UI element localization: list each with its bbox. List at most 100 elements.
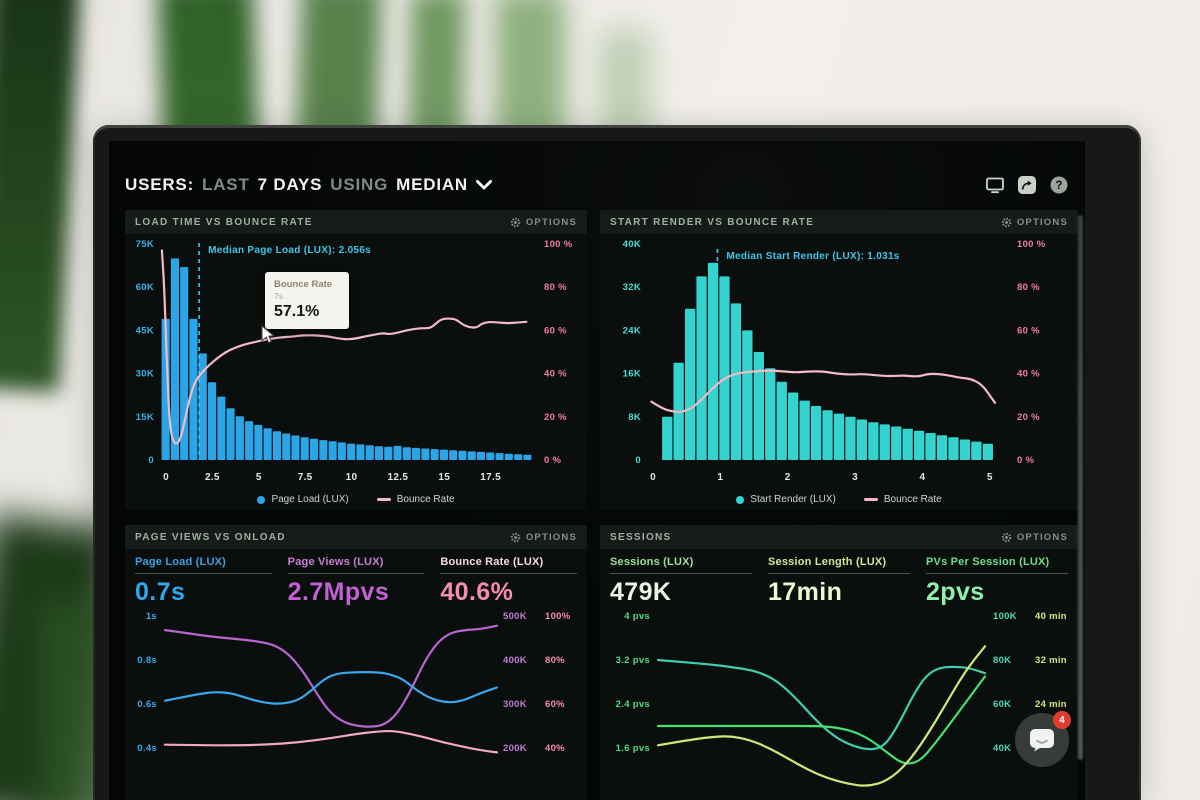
svg-text:12.5: 12.5 (388, 472, 409, 483)
chart-legend: Page Load (LUX) Bounce Rate (125, 494, 587, 505)
share-icon[interactable] (1017, 175, 1037, 195)
panel-start-render-vs-bounce-rate: START RENDER VS BOUNCE RATE OPTIONS 40K 3… (600, 210, 1078, 510)
panel-header: SESSIONS OPTIONS (600, 525, 1078, 549)
svg-text:30K: 30K (136, 369, 154, 380)
metric-divider (610, 573, 752, 574)
chevron-down-icon (476, 180, 492, 190)
svg-text:2.5: 2.5 (205, 472, 220, 483)
mouse-cursor-icon (261, 325, 275, 344)
panel-header: LOAD TIME VS BOUNCE RATE OPTIONS (125, 210, 587, 234)
metric-label: Page Load (LUX) (135, 556, 227, 568)
panel-page-views-vs-onload: PAGE VIEWS VS ONLOAD OPTIONS Page Load (… (125, 525, 587, 800)
legend-dot (257, 495, 266, 504)
legend-bounce-rate[interactable]: Bounce Rate (863, 494, 942, 505)
svg-text:75K: 75K (136, 239, 154, 250)
metric-session-length: Session Length (LUX) 17min (768, 556, 910, 607)
metric-value: 2.7Mpvs (287, 578, 390, 606)
metric-value: 0.7s (135, 578, 186, 606)
svg-text:40 %: 40 % (544, 369, 567, 380)
timeframe-dropdown[interactable]: USERS: LAST 7 DAYS USING MEDIAN (125, 175, 492, 195)
svg-text:?: ? (1055, 180, 1062, 192)
chat-launcher[interactable]: 4 (1015, 711, 1071, 767)
svg-text:60K: 60K (136, 282, 154, 293)
svg-text:3.2 pvs: 3.2 pvs (616, 655, 650, 666)
metric-label: Sessions (LUX) (610, 556, 694, 568)
metric-pvs-per-session: PVs Per Session (LUX) 2pvs (926, 556, 1068, 607)
svg-text:4: 4 (919, 472, 925, 483)
svg-text:80%: 80% (545, 655, 565, 666)
gear-icon (510, 532, 521, 542)
svg-text:0 %: 0 % (1017, 455, 1035, 466)
plant-leaf (0, 0, 81, 393)
metric-label: Bounce Rate (LUX) (440, 556, 544, 568)
svg-text:40K: 40K (993, 743, 1011, 754)
svg-text:60 %: 60 % (544, 325, 567, 336)
panel-load-time-vs-bounce-rate: LOAD TIME VS BOUNCE RATE OPTIONS 75K 60K 4… (125, 210, 587, 510)
chat-bubble-icon (1030, 729, 1054, 752)
svg-text:300K: 300K (503, 699, 527, 710)
svg-text:32 min: 32 min (1035, 655, 1067, 666)
svg-text:17.5: 17.5 (480, 472, 501, 483)
svg-text:100 %: 100 % (544, 239, 573, 250)
options-button[interactable]: OPTIONS (510, 532, 577, 543)
svg-text:10: 10 (346, 472, 358, 483)
legend-label: Bounce Rate (396, 494, 455, 505)
svg-text:45K: 45K (136, 325, 154, 336)
metric-divider (135, 573, 272, 574)
legend-page-load[interactable]: Page Load (LUX) (257, 494, 349, 505)
options-label: OPTIONS (1016, 531, 1068, 543)
metrics-row: Page Load (LUX) 0.7s Page Views (LUX) 2.… (125, 549, 587, 607)
screen-edge-reflection (1078, 215, 1083, 760)
metric-divider (287, 573, 425, 574)
svg-text:60%: 60% (545, 699, 565, 710)
metric-label: Page Views (LUX) (287, 556, 384, 568)
gear-icon (1001, 532, 1012, 542)
metric-divider (768, 573, 910, 574)
svg-text:20 %: 20 % (544, 412, 567, 423)
options-button[interactable]: OPTIONS (510, 217, 577, 228)
options-button[interactable]: OPTIONS (1001, 532, 1068, 543)
svg-text:0: 0 (635, 455, 641, 466)
legend-bounce-rate[interactable]: Bounce Rate (376, 494, 455, 505)
panel-title: SESSIONS (610, 531, 672, 543)
panel-header: PAGE VIEWS VS ONLOAD OPTIONS (125, 525, 587, 549)
svg-text:2: 2 (785, 472, 791, 483)
svg-text:5: 5 (256, 472, 262, 483)
panel-title: LOAD TIME VS BOUNCE RATE (135, 216, 313, 228)
help-icon[interactable]: ? (1049, 175, 1069, 195)
svg-text:Median Page Load (LUX): 2.056s: Median Page Load (LUX): 2.056s (208, 245, 371, 256)
svg-text:1: 1 (717, 472, 723, 483)
options-label: OPTIONS (525, 216, 577, 228)
title-segment: 7 DAYS (257, 175, 323, 194)
svg-text:60 %: 60 % (1017, 325, 1040, 336)
legend-dot (736, 495, 745, 504)
sessions-line-chart: 4 pvs 3.2 pvs 2.4 pvs 1.6 pvs 100K 80K 60K 40K 4… (616, 611, 1067, 787)
legend-label: Start Render (LUX) (750, 494, 836, 505)
panel-title: PAGE VIEWS VS ONLOAD (135, 531, 286, 543)
svg-text:1.6 pvs: 1.6 pvs (616, 743, 650, 754)
chart-legend: Start Render (LUX) Bounce Rate (600, 494, 1078, 505)
svg-text:0.8s: 0.8s (137, 655, 157, 666)
legend-start-render[interactable]: Start Render (LUX) (736, 494, 836, 505)
svg-text:1s: 1s (146, 611, 157, 622)
metric-divider (440, 573, 578, 574)
legend-label: Bounce Rate (883, 494, 942, 505)
svg-text:100K: 100K (993, 611, 1017, 622)
options-button[interactable]: OPTIONS (1001, 217, 1068, 228)
svg-text:15: 15 (438, 472, 450, 483)
svg-text:3: 3 (852, 472, 858, 483)
metrics-row: Sessions (LUX) 479K Session Length (LUX)… (600, 549, 1078, 607)
svg-text:40 min: 40 min (1035, 611, 1067, 622)
options-label: OPTIONS (1016, 216, 1068, 228)
svg-text:80 %: 80 % (544, 282, 567, 293)
svg-text:24K: 24K (623, 325, 641, 336)
svg-text:100 %: 100 % (1017, 239, 1046, 250)
metric-label: PVs Per Session (LUX) (926, 556, 1050, 568)
gear-icon (1001, 217, 1012, 227)
svg-text:5: 5 (987, 472, 993, 483)
display-icon[interactable] (985, 175, 1005, 195)
svg-text:0: 0 (148, 455, 154, 466)
start-render-histogram-chart: 40K 32K 24K 16K 8K 0 100 % 80 % 60 % 40 % 20 % 0 % 0… (623, 239, 1046, 483)
title-segment: MEDIAN (396, 175, 468, 194)
